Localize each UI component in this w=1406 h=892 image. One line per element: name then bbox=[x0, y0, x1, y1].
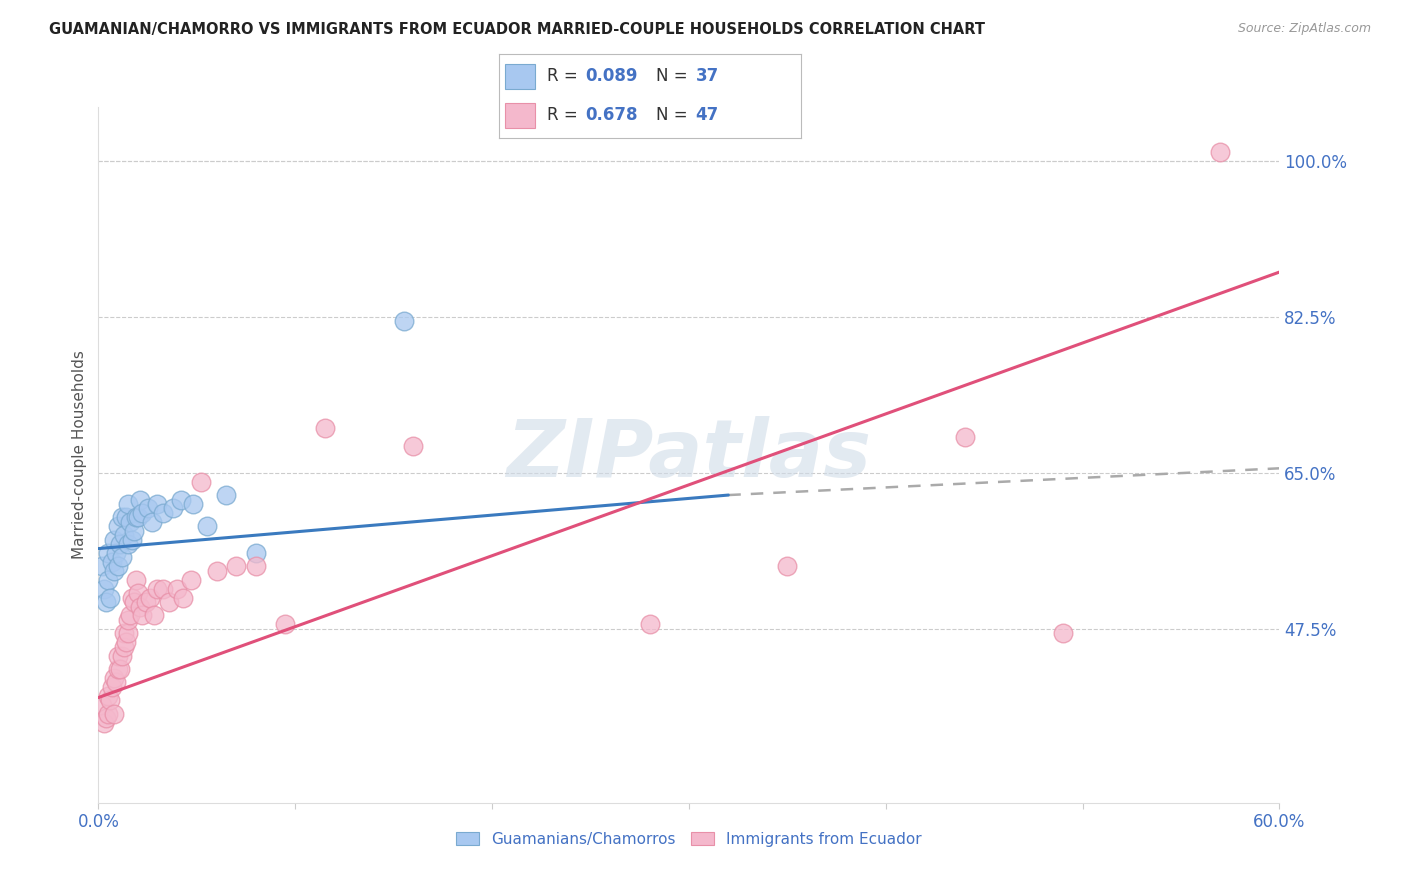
Point bbox=[142, 608, 165, 623]
Point bbox=[136, 501, 159, 516]
Point bbox=[96, 595, 118, 609]
Point bbox=[122, 524, 145, 538]
Point bbox=[112, 528, 135, 542]
Text: R =: R = bbox=[547, 106, 583, 124]
Point bbox=[138, 591, 160, 605]
Point bbox=[111, 550, 134, 565]
Point bbox=[103, 564, 125, 578]
Point bbox=[953, 430, 976, 444]
Point bbox=[162, 501, 184, 516]
Text: 47: 47 bbox=[696, 106, 718, 124]
Point bbox=[97, 706, 120, 721]
Point bbox=[117, 537, 139, 551]
Point bbox=[103, 706, 125, 721]
Point bbox=[98, 693, 121, 707]
Point bbox=[131, 608, 153, 623]
Text: N =: N = bbox=[657, 68, 693, 86]
Point bbox=[314, 421, 336, 435]
Point bbox=[98, 591, 121, 605]
Point bbox=[152, 582, 174, 596]
Point bbox=[127, 510, 149, 524]
Point bbox=[157, 595, 180, 609]
Point bbox=[245, 546, 267, 560]
Bar bbox=[505, 103, 536, 128]
Point bbox=[121, 591, 143, 605]
Point bbox=[118, 515, 141, 529]
Point bbox=[135, 595, 157, 609]
Point bbox=[121, 533, 143, 547]
Bar bbox=[505, 63, 536, 89]
Point bbox=[117, 613, 139, 627]
Point bbox=[146, 497, 169, 511]
Point bbox=[97, 573, 120, 587]
Point bbox=[245, 559, 267, 574]
Point bbox=[107, 648, 129, 663]
Point bbox=[91, 698, 114, 712]
Point bbox=[146, 582, 169, 596]
Point bbox=[205, 564, 228, 578]
Point bbox=[118, 608, 141, 623]
Point bbox=[103, 671, 125, 685]
Point bbox=[166, 582, 188, 596]
Point bbox=[131, 506, 153, 520]
Point bbox=[93, 715, 115, 730]
Point bbox=[117, 626, 139, 640]
Legend: Guamanians/Chamorros, Immigrants from Ecuador: Guamanians/Chamorros, Immigrants from Ec… bbox=[449, 824, 929, 855]
Text: GUAMANIAN/CHAMORRO VS IMMIGRANTS FROM ECUADOR MARRIED-COUPLE HOUSEHOLDS CORRELAT: GUAMANIAN/CHAMORRO VS IMMIGRANTS FROM EC… bbox=[49, 22, 986, 37]
Point bbox=[172, 591, 194, 605]
Point bbox=[776, 559, 799, 574]
Point bbox=[103, 533, 125, 547]
Point bbox=[170, 492, 193, 507]
Point bbox=[107, 559, 129, 574]
Point bbox=[96, 711, 118, 725]
Point bbox=[392, 314, 415, 328]
Point bbox=[107, 519, 129, 533]
Y-axis label: Married-couple Households: Married-couple Households bbox=[72, 351, 87, 559]
Point bbox=[97, 689, 120, 703]
Point bbox=[112, 640, 135, 654]
Text: 0.089: 0.089 bbox=[585, 68, 638, 86]
Point bbox=[107, 662, 129, 676]
Point bbox=[190, 475, 212, 489]
Point bbox=[101, 680, 124, 694]
Point bbox=[128, 492, 150, 507]
Text: N =: N = bbox=[657, 106, 693, 124]
Point bbox=[128, 599, 150, 614]
Point bbox=[101, 555, 124, 569]
Point bbox=[180, 573, 202, 587]
Point bbox=[125, 573, 148, 587]
Point bbox=[117, 497, 139, 511]
Point bbox=[108, 537, 131, 551]
Text: Source: ZipAtlas.com: Source: ZipAtlas.com bbox=[1237, 22, 1371, 36]
Point bbox=[93, 582, 115, 596]
Point bbox=[115, 635, 138, 649]
Point bbox=[152, 506, 174, 520]
Point bbox=[215, 488, 238, 502]
Point bbox=[195, 519, 218, 533]
Point bbox=[127, 586, 149, 600]
Point bbox=[225, 559, 247, 574]
Point bbox=[105, 675, 128, 690]
Point bbox=[125, 510, 148, 524]
Point bbox=[638, 617, 661, 632]
Point bbox=[112, 626, 135, 640]
Point bbox=[108, 662, 131, 676]
Point bbox=[274, 617, 297, 632]
Point bbox=[115, 510, 138, 524]
Point bbox=[111, 510, 134, 524]
Point bbox=[122, 595, 145, 609]
Text: R =: R = bbox=[547, 68, 583, 86]
Point bbox=[111, 648, 134, 663]
Point bbox=[91, 559, 114, 574]
Text: 0.678: 0.678 bbox=[585, 106, 638, 124]
Point bbox=[1052, 626, 1074, 640]
Point bbox=[181, 497, 204, 511]
Point bbox=[1209, 145, 1232, 159]
Point bbox=[105, 546, 128, 560]
Text: ZIPatlas: ZIPatlas bbox=[506, 416, 872, 494]
Point bbox=[402, 439, 425, 453]
Point bbox=[141, 515, 163, 529]
Text: 37: 37 bbox=[696, 68, 718, 86]
Point bbox=[97, 546, 120, 560]
